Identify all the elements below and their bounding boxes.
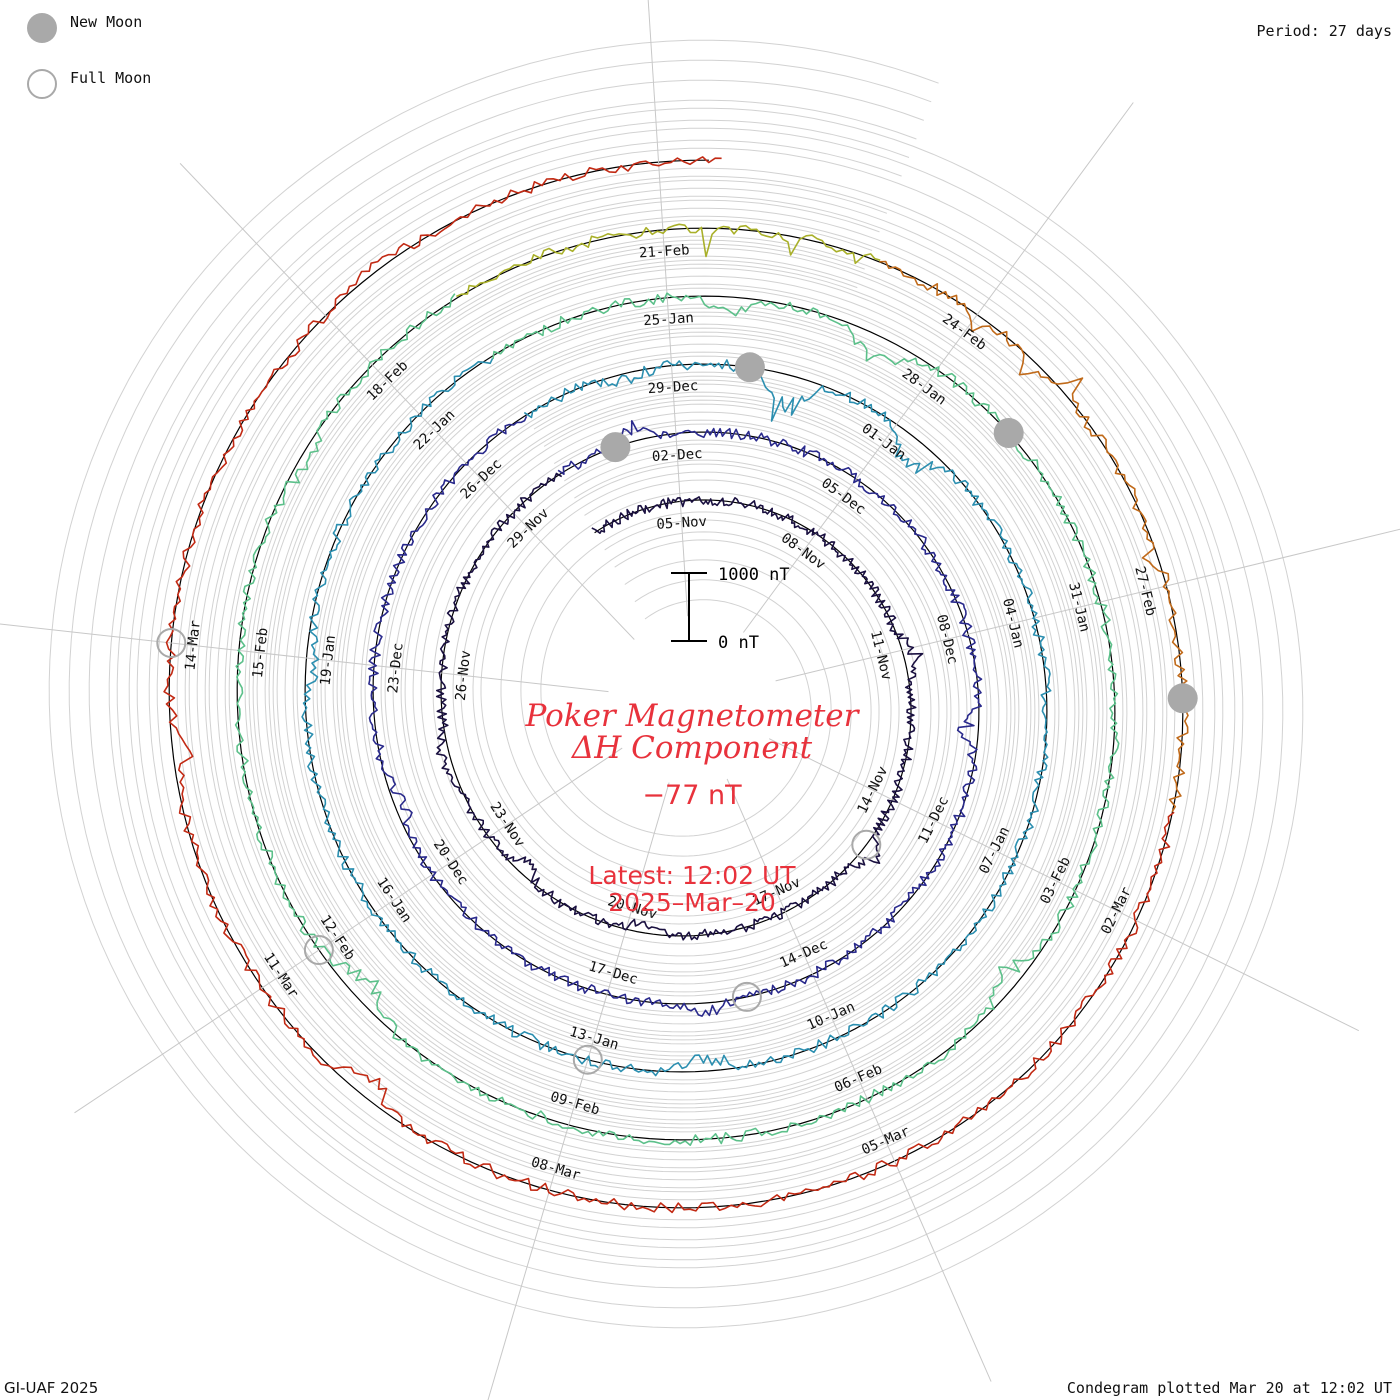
date-label: 15-Feb: [250, 627, 271, 679]
scale-bottom-label: 0 nT: [718, 633, 759, 653]
grid-ring-0: [268, 259, 1084, 1109]
grid-ring-10: [48, 39, 1304, 1329]
date-label: 23-Dec: [385, 642, 406, 694]
full-moon-marker-3: [303, 935, 334, 965]
grid-ring-3: [208, 199, 1144, 1169]
series-cycle-3: [234, 292, 1120, 1146]
credit-label: GI-UAF 2025: [4, 1379, 99, 1397]
date-label: 05-Nov: [656, 514, 708, 533]
center-readout: Poker Magnetometer ΔH Component −77 nT L…: [525, 698, 861, 917]
date-label: 14-Mar: [182, 619, 203, 671]
new-moon-marker-2: [993, 418, 1024, 448]
date-label: 02-Dec: [652, 446, 704, 465]
date-label: 26-Nov: [453, 649, 474, 701]
scale-top-label: 1000 nT: [718, 565, 790, 585]
series-cycle-2: [301, 357, 1052, 1077]
spoke-7: [0, 623, 609, 693]
current-value: −77 nT: [642, 780, 742, 811]
spoke-6: [74, 747, 623, 1114]
date-label: 02-Mar: [1098, 885, 1135, 937]
spoke-4: [726, 778, 992, 1382]
date-label: 11-Dec: [915, 794, 952, 846]
date-label: 11-Nov: [867, 629, 895, 682]
series-cycle-0: [435, 472, 924, 941]
grid-ring-1: [248, 239, 1104, 1129]
grid-ring-2: [228, 219, 1124, 1149]
date-label: 21-Feb: [639, 242, 691, 261]
latest-time: Latest: 12:02 UT: [588, 861, 796, 890]
date-label: 14-Dec: [777, 937, 830, 972]
grid-ring-5: [148, 139, 1204, 1229]
period-label: Period: 27 days: [1256, 22, 1392, 40]
grid-ring-6: [128, 119, 1224, 1249]
chart-title: Poker Magnetometer: [525, 698, 861, 734]
latest-date: 2025–Mar–20: [608, 888, 776, 917]
spoke-3: [768, 738, 1360, 1032]
date-label: 29-Dec: [647, 378, 699, 397]
date-label: 29-Nov: [505, 505, 553, 552]
chart-subtitle: ΔH Component: [571, 730, 813, 766]
series-cycle-1: [367, 415, 983, 1017]
date-label: 18-Feb: [364, 358, 412, 405]
new-moon-marker-1: [734, 352, 765, 383]
spiral-grid: [48, 39, 1304, 1329]
new-moon-marker-3: [1167, 683, 1198, 714]
full-moon-marker-4: [156, 628, 187, 658]
spoke-0: [647, 0, 689, 617]
moon-markers: [156, 352, 1198, 1075]
spoke-5: [487, 782, 670, 1400]
date-label: 07-Jan: [976, 824, 1013, 876]
new-moon-icon: [27, 13, 57, 43]
date-label: 22-Jan: [411, 407, 459, 454]
grid-ring-4: [188, 179, 1164, 1189]
legend-new-moon-label: New Moon: [70, 13, 143, 31]
full-moon-marker-2: [572, 1044, 603, 1075]
scale-bar: 1000 nT 0 nT: [671, 565, 790, 653]
new-moon-marker-0: [600, 432, 631, 463]
date-label: 08-Mar: [529, 1154, 582, 1184]
grid-ring-8: [88, 79, 1264, 1289]
date-label: 19-Jan: [318, 634, 339, 686]
plot-timestamp: Condegram plotted Mar 20 at 12:02 UT: [1066, 1379, 1392, 1397]
full-moon-marker-1: [731, 981, 762, 1012]
series-cycle-4: [456, 223, 881, 298]
date-label: 26-Dec: [458, 456, 506, 503]
grid-ring-7: [108, 99, 1244, 1269]
date-label: 08-Dec: [933, 613, 961, 666]
series-cycle-6: [163, 156, 1175, 1214]
full-moon-icon: [27, 69, 57, 99]
spoke-8: [179, 163, 635, 640]
legend-full-moon-label: Full Moon: [70, 69, 152, 87]
full-moon-marker-0: [851, 829, 882, 860]
date-label: 25-Jan: [643, 310, 695, 329]
date-label: 05-Mar: [859, 1123, 912, 1158]
grid-ring-9: [68, 59, 1284, 1309]
date-label: 14-Nov: [855, 764, 892, 816]
